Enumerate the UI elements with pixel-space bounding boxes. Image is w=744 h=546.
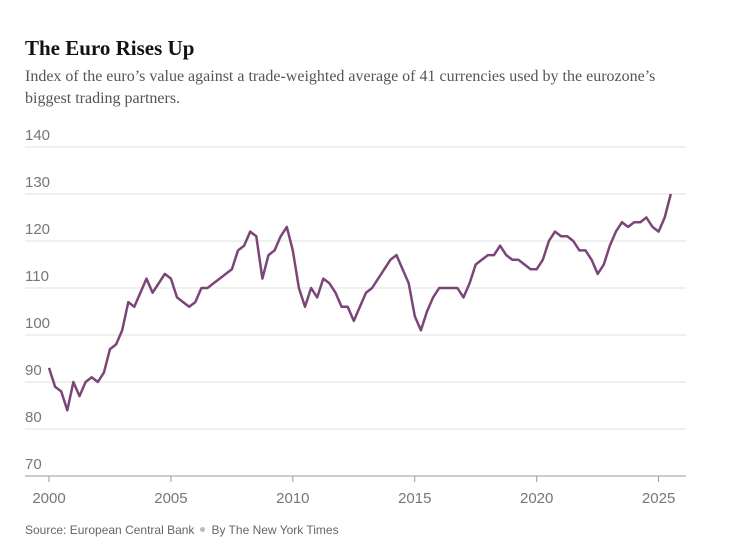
source: Source: European Central Bank <box>25 523 195 537</box>
chart-title: The Euro Rises Up <box>25 36 195 60</box>
y-tick-label: 120 <box>25 221 50 238</box>
y-tick-label: 80 <box>25 409 42 426</box>
x-tick-label: 2005 <box>154 490 187 507</box>
y-tick-label: 90 <box>25 362 42 379</box>
x-tick-label: 2020 <box>520 490 553 507</box>
y-tick-label: 140 <box>25 127 50 144</box>
x-tick-label: 2025 <box>642 490 675 507</box>
y-tick-label: 100 <box>25 315 50 332</box>
footer: Source: European Central Bank By The New … <box>25 523 339 537</box>
byline: By The New York Times <box>211 523 339 537</box>
line-series <box>47 193 673 412</box>
y-tick-label: 130 <box>25 174 50 191</box>
x-tick-label: 2010 <box>276 490 309 507</box>
y-tick-label: 70 <box>25 456 42 473</box>
separator <box>200 527 206 533</box>
chart-subtitle: Index of the euro’s value against a trad… <box>25 68 656 107</box>
x-tick-label: 2015 <box>398 490 431 507</box>
x-tick-label: 2000 <box>32 490 65 507</box>
y-tick-label: 110 <box>25 268 49 285</box>
